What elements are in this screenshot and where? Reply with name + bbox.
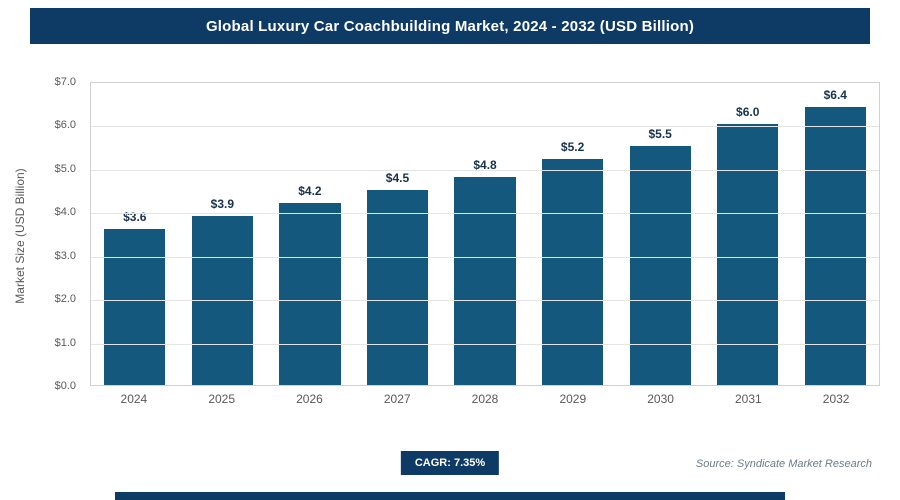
bar-group: $3.9 bbox=[179, 83, 267, 385]
y-tick-label: $7.0 bbox=[54, 76, 76, 88]
x-tick-label: 2031 bbox=[735, 392, 762, 406]
source-attribution: Source: Syndicate Market Research bbox=[695, 458, 872, 470]
chart-title: Global Luxury Car Coachbuilding Market, … bbox=[30, 8, 870, 44]
y-tick-label: $4.0 bbox=[54, 206, 76, 219]
bar-group: $6.0 bbox=[704, 83, 792, 385]
x-tick-label: 2027 bbox=[383, 392, 411, 406]
plot-area: $3.6 $3.9 $4.2 $4.5 $4.8 $5.2 $5.5 $6.0 $6.4 bbox=[90, 82, 880, 386]
x-tick-label: 2030 bbox=[647, 392, 674, 406]
bar-group: $4.8 bbox=[441, 83, 529, 385]
gridline bbox=[91, 213, 879, 215]
gridline bbox=[91, 300, 879, 302]
bar-value-label: $5.2 bbox=[560, 140, 585, 155]
bar bbox=[366, 189, 429, 385]
bar-group: $5.5 bbox=[616, 83, 704, 385]
x-tick-label: 2025 bbox=[208, 392, 236, 406]
bar-value-label: $4.8 bbox=[473, 157, 497, 172]
y-axis-title: Market Size (USD Billion) bbox=[13, 168, 27, 304]
bar-group: $5.2 bbox=[529, 83, 617, 385]
bar-value-label: $5.5 bbox=[648, 127, 672, 142]
y-tick-label: $1.0 bbox=[54, 336, 76, 349]
y-tick-label: $6.0 bbox=[54, 119, 76, 132]
x-tick-label: 2029 bbox=[559, 392, 587, 406]
bar-group: $4.2 bbox=[266, 83, 354, 385]
bar-group: $6.4 bbox=[792, 83, 880, 385]
gridline bbox=[91, 343, 879, 345]
y-tick-label: $5.0 bbox=[54, 162, 76, 175]
bar bbox=[717, 124, 779, 385]
x-axis-tick-labels: 2024 2025 2026 2027 2028 2029 2030 2031 2032 bbox=[90, 392, 880, 406]
cagr-badge: CAGR: 7.35% bbox=[400, 451, 500, 475]
bar-value-label: $4.2 bbox=[298, 183, 322, 198]
y-tick-label: $0.0 bbox=[54, 380, 76, 392]
bar bbox=[541, 159, 604, 385]
bar-value-label: $3.9 bbox=[210, 196, 235, 211]
bar-value-label: $6.4 bbox=[823, 88, 847, 103]
bottom-accent-bar bbox=[115, 492, 785, 500]
gridline bbox=[91, 126, 879, 128]
bar bbox=[629, 146, 691, 385]
y-axis-tick-labels: $0.0 $1.0 $2.0 $3.0 $4.0 $5.0 $6.0 $7.0 bbox=[36, 76, 84, 392]
bar-value-label: $3.6 bbox=[123, 209, 147, 224]
bar bbox=[279, 202, 341, 385]
y-tick-label: $2.0 bbox=[54, 293, 76, 306]
x-tick-label: 2028 bbox=[471, 392, 499, 406]
bar-value-label: $6.0 bbox=[736, 105, 760, 120]
x-tick-label: 2026 bbox=[296, 392, 323, 406]
bar-value-label: $4.5 bbox=[385, 170, 410, 185]
bar-series: $3.6 $3.9 $4.2 $4.5 $4.8 $5.2 $5.5 $6.0 $6.4 bbox=[91, 83, 879, 385]
y-tick-label: $3.0 bbox=[54, 249, 76, 262]
gridline bbox=[91, 256, 879, 258]
bar bbox=[104, 228, 166, 385]
x-tick-label: 2024 bbox=[120, 392, 148, 406]
bar-group: $4.5 bbox=[354, 83, 442, 385]
x-tick-label: 2032 bbox=[822, 392, 850, 406]
bar bbox=[804, 107, 866, 385]
bar-group: $3.6 bbox=[91, 83, 179, 385]
bar bbox=[454, 176, 516, 385]
gridline bbox=[91, 169, 879, 171]
